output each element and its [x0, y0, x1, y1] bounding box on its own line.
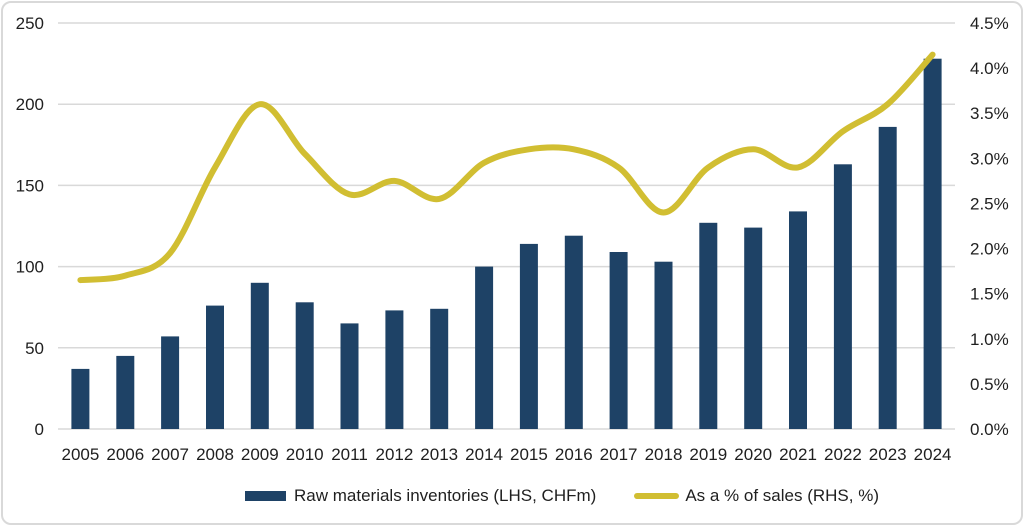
- bar-2009: [250, 282, 269, 429]
- x-axis-label-2023: 2023: [869, 445, 907, 464]
- right-axis-tick-0.5%: 0.5%: [970, 375, 1009, 394]
- bar-2005: [71, 368, 90, 429]
- left-axis-tick-250: 250: [16, 14, 44, 33]
- right-axis-tick-2.0%: 2.0%: [970, 240, 1009, 259]
- x-axis-label-2010: 2010: [286, 445, 324, 464]
- x-axis-label-2019: 2019: [689, 445, 727, 464]
- x-axis-label-2022: 2022: [824, 445, 862, 464]
- bar-2007: [161, 336, 180, 429]
- right-axis-tick-4.0%: 4.0%: [970, 59, 1009, 78]
- legend-line-swatch: [634, 493, 680, 499]
- chart-legend: Raw materials inventories (LHS, CHFm) As…: [50, 486, 1024, 506]
- bar-2011: [340, 323, 359, 429]
- bar-2012: [385, 310, 404, 429]
- bar-2017: [609, 252, 628, 429]
- x-axis-label-2013: 2013: [420, 445, 458, 464]
- bar-2006: [116, 355, 135, 429]
- x-axis-label-2020: 2020: [734, 445, 772, 464]
- bar-2010: [295, 302, 314, 429]
- legend-item-bar-series: Raw materials inventories (LHS, CHFm): [245, 486, 596, 506]
- x-axis-label-2011: 2011: [331, 445, 368, 464]
- legend-bar-swatch: [245, 491, 287, 501]
- right-axis-tick-3.0%: 3.0%: [970, 149, 1009, 168]
- bar-2022: [833, 164, 852, 430]
- left-axis-tick-100: 100: [16, 258, 44, 277]
- left-axis-tick-150: 150: [16, 176, 44, 195]
- right-axis-tick-1.5%: 1.5%: [970, 285, 1009, 304]
- x-axis-label-2005: 2005: [61, 445, 99, 464]
- x-axis-label-2007: 2007: [151, 445, 189, 464]
- x-axis-label-2024: 2024: [914, 445, 952, 464]
- bar-2024: [923, 58, 942, 429]
- x-axis-label-2021: 2021: [779, 445, 817, 464]
- x-axis-label-2015: 2015: [510, 445, 548, 464]
- x-axis-label-2016: 2016: [555, 445, 593, 464]
- x-axis-label-2006: 2006: [106, 445, 144, 464]
- bar-2008: [206, 305, 224, 429]
- right-axis-tick-1.0%: 1.0%: [970, 330, 1009, 349]
- legend-bar-label: Raw materials inventories (LHS, CHFm): [294, 486, 597, 505]
- x-axis-label-2017: 2017: [600, 445, 638, 464]
- bar-2016: [564, 235, 583, 429]
- x-axis-label-2018: 2018: [645, 445, 683, 464]
- bar-2013: [430, 308, 449, 429]
- x-axis-label-2014: 2014: [465, 445, 503, 464]
- legend-line-label: As a % of sales (RHS, %): [685, 486, 879, 505]
- left-axis-tick-200: 200: [16, 95, 44, 114]
- left-axis-tick-50: 50: [25, 339, 44, 358]
- bar-2015: [519, 243, 538, 429]
- x-axis-label-2008: 2008: [196, 445, 234, 464]
- bar-2021: [789, 211, 807, 429]
- sales-percent-line: [77, 51, 936, 284]
- left-axis-tick-0: 0: [35, 420, 44, 439]
- right-axis-tick-3.5%: 3.5%: [970, 104, 1009, 123]
- legend-item-line-series: As a % of sales (RHS, %): [634, 486, 879, 506]
- bar-2014: [475, 266, 494, 429]
- right-axis-tick-4.5%: 4.5%: [970, 14, 1009, 33]
- bar-2020: [744, 227, 763, 429]
- x-axis-label-2009: 2009: [241, 445, 279, 464]
- bar-2018: [654, 261, 673, 429]
- x-axis-label-2012: 2012: [375, 445, 413, 464]
- bar-2019: [699, 222, 718, 429]
- bar-2023: [878, 126, 897, 430]
- right-axis-tick-0.0%: 0.0%: [970, 420, 1009, 439]
- right-axis-tick-2.5%: 2.5%: [970, 194, 1009, 213]
